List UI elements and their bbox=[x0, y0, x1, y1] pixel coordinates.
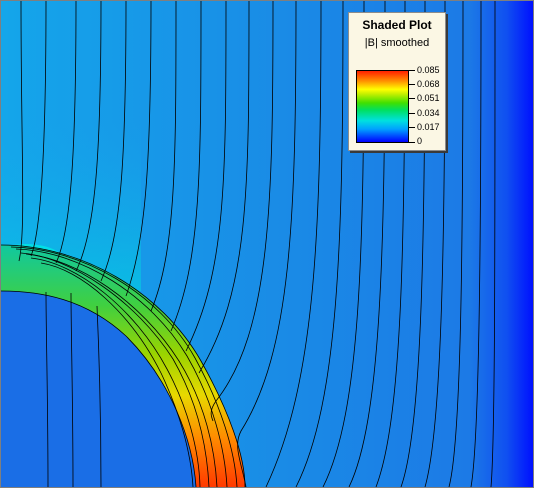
flux-line bbox=[490, 1, 496, 487]
legend-tick bbox=[409, 142, 415, 143]
legend-tick bbox=[409, 84, 415, 85]
flux-line bbox=[96, 305, 102, 487]
flux-line bbox=[1, 244, 246, 487]
flux-line bbox=[1, 290, 197, 487]
legend-tick-label: 0.034 bbox=[417, 108, 440, 118]
flux-line bbox=[10, 246, 238, 487]
flux-line bbox=[25, 253, 218, 487]
legend-tick-label: 0.017 bbox=[417, 122, 440, 132]
legend-tick-label: 0.051 bbox=[417, 93, 440, 103]
legend-tick bbox=[409, 113, 415, 114]
flux-line bbox=[45, 291, 49, 487]
flux-line bbox=[185, 1, 227, 352]
flux-line bbox=[20, 252, 210, 487]
flux-line bbox=[40, 262, 194, 487]
flux-line bbox=[15, 248, 228, 487]
flux-line bbox=[210, 1, 274, 422]
flux-line bbox=[30, 1, 47, 257]
flux-line bbox=[18, 1, 24, 262]
flux-line bbox=[100, 1, 127, 282]
flux-line bbox=[295, 1, 344, 487]
flux-line bbox=[75, 1, 102, 272]
flux-line bbox=[265, 1, 322, 487]
legend-tick-label: 0.085 bbox=[417, 65, 440, 75]
legend-tick-label: 0.068 bbox=[417, 79, 440, 89]
flux-line bbox=[170, 1, 202, 332]
flux-line bbox=[55, 1, 77, 264]
flux-line bbox=[70, 292, 74, 487]
legend-tick bbox=[409, 70, 415, 71]
legend-subtitle: |B| smoothed bbox=[364, 37, 430, 49]
legend-tick bbox=[409, 127, 415, 128]
pole-ring bbox=[1, 245, 245, 487]
legend-tick-label: 0 bbox=[417, 136, 423, 146]
legend-tick bbox=[409, 98, 415, 99]
flux-line bbox=[198, 1, 250, 374]
legend-title: Shaded Plot bbox=[362, 18, 432, 32]
iron-core bbox=[1, 291, 196, 487]
flux-lines bbox=[1, 1, 496, 487]
flux-line bbox=[448, 1, 464, 487]
flux-line bbox=[30, 257, 201, 487]
flux-line bbox=[125, 1, 152, 297]
flux-line bbox=[470, 1, 482, 487]
flux-line bbox=[237, 1, 297, 487]
flux-line bbox=[150, 1, 177, 312]
legend-panel: Shaded Plot |B| smoothed 0.085 0.068 0.0… bbox=[348, 12, 446, 151]
color-scale-bar bbox=[356, 70, 409, 143]
